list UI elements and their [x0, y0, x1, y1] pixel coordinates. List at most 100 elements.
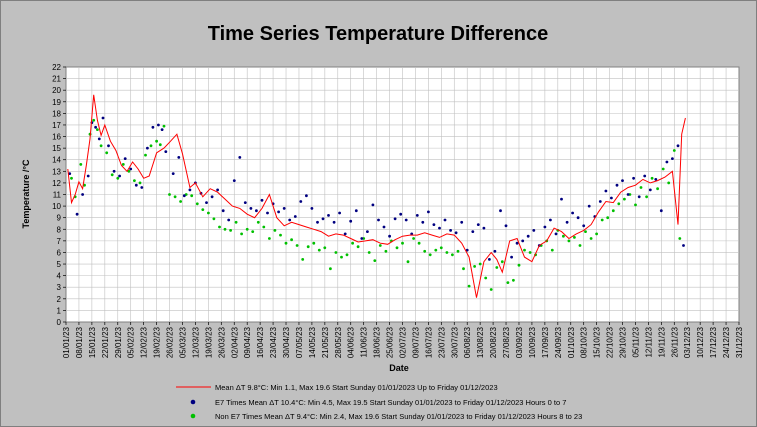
- e7-point: [293, 215, 297, 218]
- non-e7-point: [617, 202, 621, 206]
- non-e7-point: [478, 262, 482, 266]
- legend-item-non-e7: Non E7 Times Mean ΔT 9.4°C: Min 2.4, Max…: [190, 412, 582, 421]
- y-tick-label: 22: [52, 63, 61, 72]
- non-e7-point: [334, 251, 338, 254]
- non-e7-point: [639, 186, 643, 189]
- non-e7-point: [417, 241, 421, 245]
- legend-item-mean: Mean ΔT 9.8°C: Min 1.1, Max 19.6 Start S…: [176, 383, 498, 392]
- e7-point: [221, 209, 225, 213]
- non-e7-point: [367, 251, 371, 254]
- non-e7-point: [290, 238, 293, 242]
- non-e7-point: [127, 169, 131, 173]
- e7-point: [598, 200, 602, 203]
- non-e7-point: [528, 251, 532, 254]
- x-tick-label: 20/08/23: [489, 326, 498, 358]
- x-tick-label: 19/02/23: [153, 326, 162, 358]
- non-e7-point: [500, 260, 504, 264]
- e7-point: [288, 218, 292, 222]
- e7-point: [210, 195, 214, 199]
- y-tick-label: 3: [57, 283, 62, 292]
- x-tick-label: 15/01/23: [88, 326, 97, 358]
- non-e7-point: [240, 232, 244, 236]
- legend-marker-non-e7: [190, 413, 196, 419]
- e7-point: [299, 200, 303, 203]
- non-e7-point: [611, 209, 615, 213]
- e7-point: [393, 217, 397, 221]
- y-tick-label: 7: [57, 237, 62, 246]
- e7-point: [243, 201, 247, 205]
- e7-point: [177, 156, 181, 159]
- e7-point: [112, 169, 116, 173]
- y-tick-label: 6: [57, 248, 62, 257]
- x-tick-label: 09/07/23: [411, 326, 420, 358]
- non-e7-point: [301, 258, 305, 261]
- non-e7-point: [473, 265, 476, 268]
- non-e7-point: [340, 255, 343, 259]
- y-tick-label: 4: [57, 272, 62, 281]
- x-tick-label: 08/10/23: [580, 326, 589, 358]
- non-e7-point: [245, 227, 249, 231]
- x-tick-label: 30/07/23: [450, 326, 459, 358]
- x-tick-label: 18/06/23: [373, 326, 382, 358]
- non-e7-point: [495, 266, 499, 269]
- non-e7-point: [595, 232, 598, 236]
- chart-title: Time Series Temperature Difference: [208, 23, 549, 45]
- e7-point: [399, 212, 403, 216]
- e7-point: [482, 226, 486, 230]
- e7-point: [626, 193, 630, 196]
- e7-point: [432, 223, 436, 227]
- e7-point: [654, 178, 658, 181]
- x-tick-label: 12/11/23: [644, 326, 653, 357]
- x-tick-label: 29/01/23: [114, 326, 123, 358]
- e7-point: [576, 216, 580, 220]
- non-e7-point: [467, 284, 471, 288]
- e7-point: [382, 225, 386, 229]
- e7-point: [615, 183, 619, 187]
- e7-point: [227, 218, 231, 222]
- non-e7-point: [168, 193, 171, 196]
- non-e7-point: [661, 167, 665, 171]
- non-e7-point: [79, 163, 83, 166]
- e7-point: [443, 218, 447, 222]
- non-e7-point: [489, 288, 493, 291]
- e7-point: [97, 137, 101, 141]
- e7-point: [465, 248, 469, 252]
- e7-point: [521, 239, 525, 243]
- non-e7-point: [121, 163, 125, 166]
- e7-point: [449, 229, 452, 232]
- e7-point: [621, 179, 624, 183]
- e7-point: [238, 156, 242, 159]
- non-e7-point: [234, 220, 238, 224]
- non-e7-point: [562, 234, 565, 238]
- y-tick-label: 1: [57, 306, 62, 315]
- x-tick-label: 12/03/23: [191, 326, 200, 358]
- e7-point: [277, 210, 280, 214]
- non-e7-point: [116, 176, 120, 180]
- x-tick-label: 15/10/23: [593, 326, 602, 358]
- e7-point: [107, 144, 110, 148]
- e7-point: [343, 232, 347, 236]
- non-e7-point: [317, 248, 321, 252]
- e7-point: [549, 218, 552, 222]
- non-e7-point: [201, 208, 205, 212]
- non-e7-point: [401, 241, 404, 245]
- e7-point: [232, 179, 236, 183]
- non-e7-point: [92, 118, 96, 122]
- e7-point: [118, 174, 121, 178]
- e7-point: [68, 172, 72, 176]
- e7-point: [371, 203, 375, 207]
- non-e7-point: [212, 217, 216, 221]
- x-tick-label: 17/12/23: [709, 326, 718, 358]
- y-tick-label: 15: [52, 144, 61, 153]
- non-e7-point: [158, 143, 162, 147]
- non-e7-point: [96, 128, 99, 131]
- e7-point: [151, 125, 155, 129]
- e7-point: [140, 186, 144, 189]
- e7-point: [460, 220, 464, 224]
- e7-point: [81, 193, 84, 196]
- non-e7-point: [110, 173, 114, 177]
- x-tick-label: 12/02/23: [140, 326, 149, 358]
- non-e7-point: [462, 267, 465, 271]
- x-tick-label: 07/05/23: [295, 326, 304, 358]
